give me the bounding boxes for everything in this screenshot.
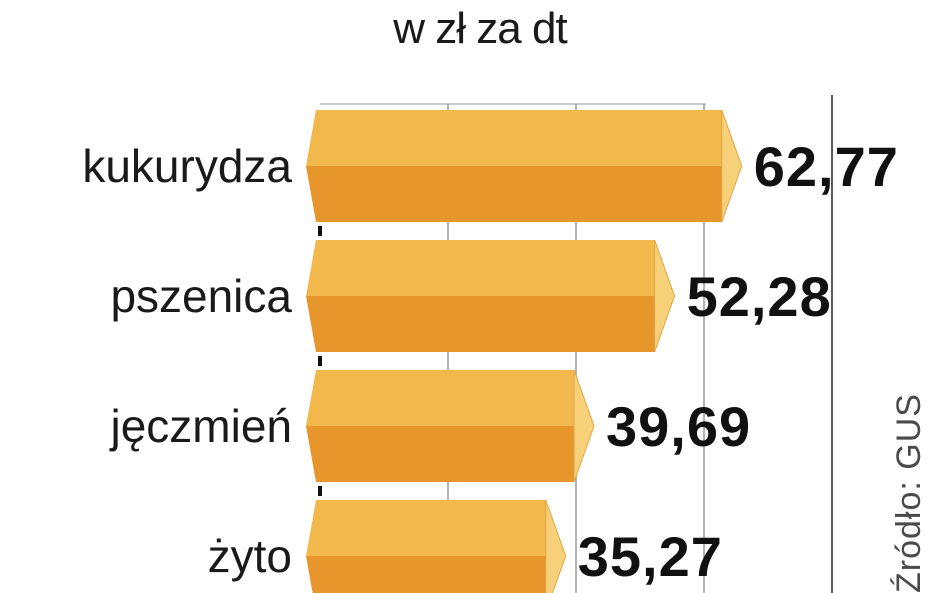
bar-top-face xyxy=(306,110,722,166)
bar-tip-face xyxy=(721,109,743,223)
chart-subtitle: w zł za dt xyxy=(393,4,567,53)
bar-top-face xyxy=(306,500,546,556)
bar-bottom-face xyxy=(306,556,546,593)
value-label: 52,28 xyxy=(687,265,832,328)
source-note: Źródło: GUS xyxy=(890,393,928,593)
bar-top-face xyxy=(306,370,575,426)
value-label: 39,69 xyxy=(606,395,751,458)
category-label: pszenica xyxy=(110,270,292,322)
value-label: 35,27 xyxy=(578,525,723,588)
category-label: jęczmień xyxy=(108,400,292,452)
bar-tip-face xyxy=(573,369,595,483)
bar-tip-face xyxy=(545,499,567,593)
bar-bottom-face xyxy=(306,426,575,482)
bar-bottom-face xyxy=(306,296,655,352)
bar-bottom-face xyxy=(306,166,722,222)
bar-tip-face xyxy=(654,239,676,353)
category-label: kukurydza xyxy=(82,140,292,192)
value-label: 62,77 xyxy=(754,135,899,198)
category-label: żyto xyxy=(208,530,292,582)
bar-top-face xyxy=(306,240,655,296)
